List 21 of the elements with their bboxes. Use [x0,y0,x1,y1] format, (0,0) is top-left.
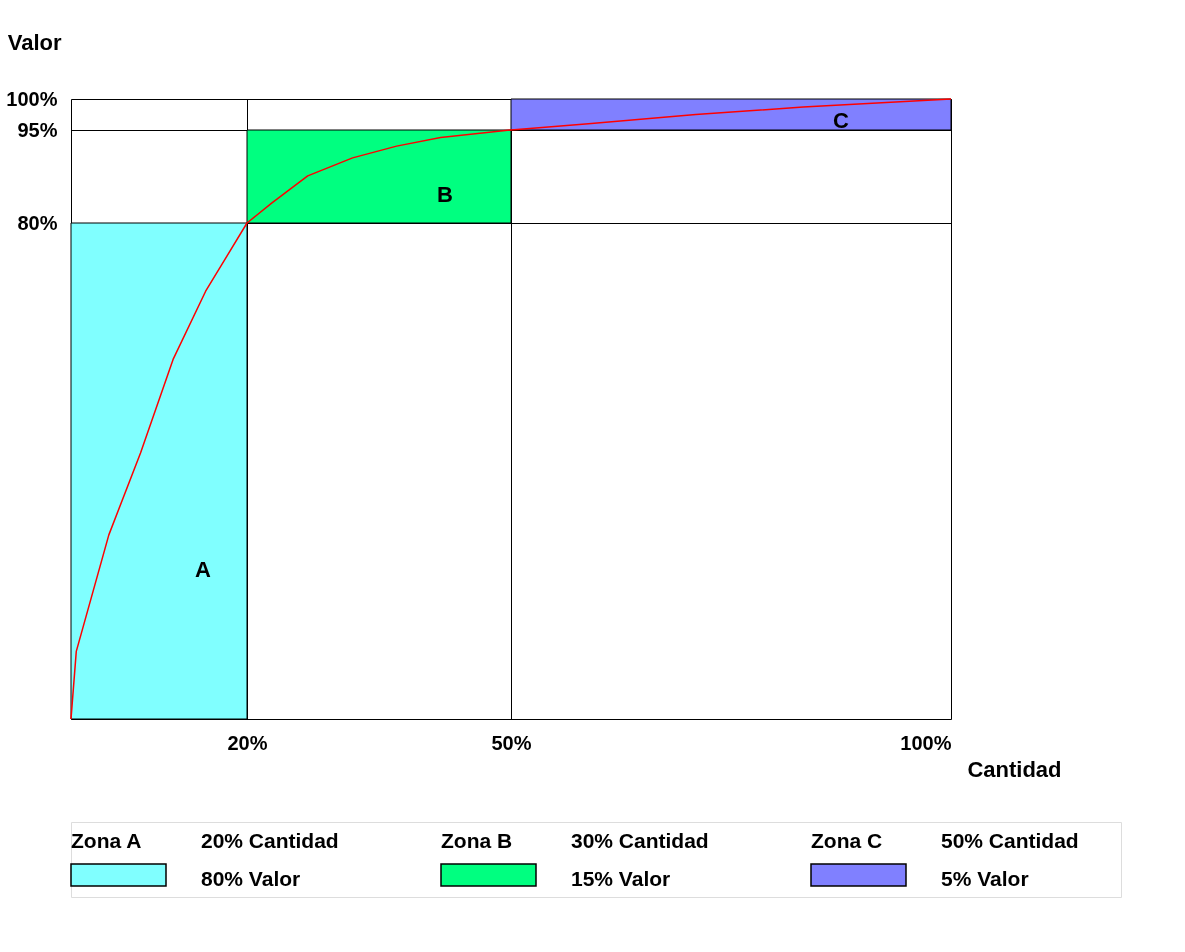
y-tick-label: 100% [6,87,58,110]
x-axis-title: Cantidad [967,756,1062,782]
text: Zona B [441,829,513,852]
x-tick-label: 100% [900,731,952,754]
band-label: B [437,182,453,208]
text: 5% Valor [941,867,1029,890]
text: 30% Cantidad [571,829,709,852]
y-tick-label: 80% [17,211,58,234]
x-tick-label: 20% [227,731,268,754]
band-label: A [195,557,212,583]
line-series [70,98,952,720]
text: 50% Cantidad [941,829,1079,852]
text: Zona A [71,829,142,852]
text: Zona C [811,829,883,852]
band-label: C [833,107,850,133]
text: 15% Valor [571,867,671,890]
text: 80% Valor [201,867,301,890]
y-tick-label: 95% [17,118,58,141]
y-axis-title: Valor [7,29,62,55]
x-tick-label: 50% [491,731,532,754]
text: 20% Cantidad [201,829,339,852]
